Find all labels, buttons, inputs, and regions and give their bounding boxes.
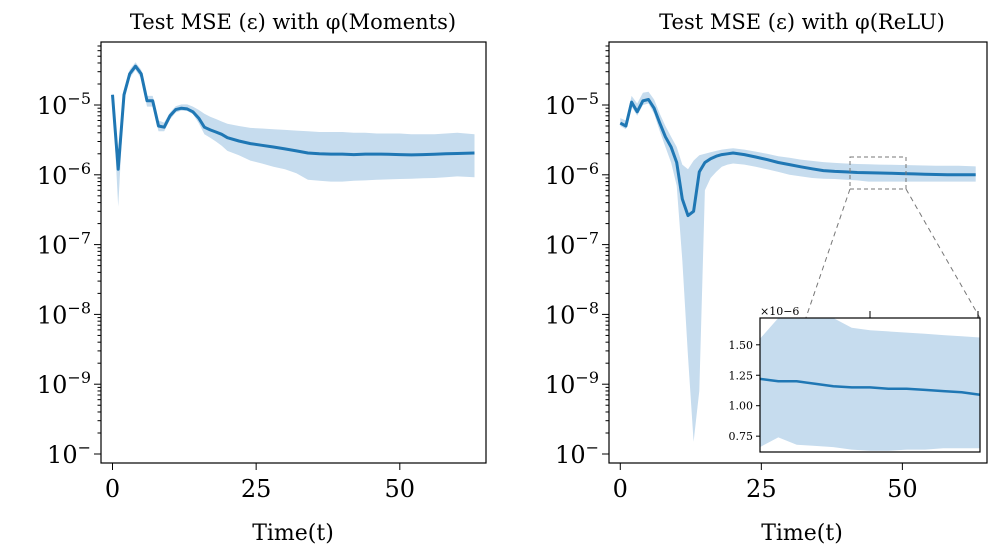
x-tick-label: 50 bbox=[887, 475, 918, 503]
zoom-connector-right bbox=[905, 188, 981, 319]
y-tick-label: 10− bbox=[47, 438, 91, 469]
y-tick-label: 10− bbox=[555, 438, 599, 469]
y-tick-label: 10−8 bbox=[545, 298, 599, 329]
x-tick-label: 25 bbox=[241, 475, 272, 503]
band-moments bbox=[112, 62, 475, 207]
y-tick-label: 10−5 bbox=[37, 89, 91, 120]
inset-confidence-band bbox=[760, 318, 980, 451]
panel-relu: Test MSE (ε) with φ(ReLU) 10−510−610−710… bbox=[545, 10, 988, 546]
axes-frame-moments bbox=[100, 41, 487, 464]
y-tick-label: 10−8 bbox=[37, 298, 91, 329]
line-relu bbox=[619, 98, 976, 218]
y-ticks-relu: 10−5 10−6 10−7 10−8 10−9 10− bbox=[545, 45, 609, 469]
axes-frame-relu bbox=[608, 41, 988, 464]
inset-y-tick-label: 1.50 bbox=[729, 339, 754, 352]
x-tick-label: 50 bbox=[385, 475, 416, 503]
confidence-band bbox=[620, 91, 976, 442]
x-ticks-relu: 0 25 50 bbox=[613, 463, 918, 503]
inset-y-ticks: 0.75 1.00 1.25 1.50 bbox=[729, 339, 760, 443]
inset-y-tick-label: 1.25 bbox=[729, 369, 754, 382]
y-tick-label: 10−9 bbox=[545, 368, 599, 399]
line-moments bbox=[111, 64, 475, 171]
inset-band bbox=[760, 318, 980, 451]
y-ticks-moments: 10−5 10−6 10−7 10−8 10−9 10− bbox=[37, 45, 101, 469]
title-moments: Test MSE (ε) with φ(Moments) bbox=[130, 10, 456, 34]
mean-line bbox=[619, 98, 976, 218]
xlabel-moments: Time(t) bbox=[252, 521, 334, 546]
x-tick-label: 25 bbox=[746, 475, 777, 503]
panel-moments: Test MSE (ε) with φ(Moments) 10−510−610−… bbox=[37, 10, 487, 546]
x-tick-label: 0 bbox=[105, 475, 120, 503]
y-tick-label: 10−7 bbox=[37, 229, 91, 260]
inset-y-tick-label: 1.00 bbox=[729, 400, 754, 413]
y-tick-label: 10−5 bbox=[545, 89, 599, 120]
band-relu bbox=[620, 91, 976, 442]
inset-multiplier: ×10−6 bbox=[760, 305, 799, 318]
confidence-band bbox=[112, 62, 475, 207]
zoom-box bbox=[849, 156, 907, 190]
inset-y-tick-label: 0.75 bbox=[729, 430, 754, 443]
xlabel-relu: Time(t) bbox=[761, 521, 843, 546]
inset-line bbox=[759, 377, 981, 396]
y-tick-label: 10−9 bbox=[37, 368, 91, 399]
x-tick-label: 0 bbox=[613, 475, 628, 503]
mean-line bbox=[111, 64, 475, 171]
inset-mean-line bbox=[759, 377, 981, 396]
title-relu: Test MSE (ε) with φ(ReLU) bbox=[659, 10, 945, 34]
y-tick-label: 10−6 bbox=[545, 159, 599, 190]
y-tick-label: 10−7 bbox=[545, 229, 599, 260]
y-tick-label: 10−6 bbox=[37, 159, 91, 190]
x-ticks-moments: 0 25 50 bbox=[105, 463, 415, 503]
inset-zoom: 0.75 1.00 1.25 1.50 ×10−6 bbox=[729, 305, 981, 453]
